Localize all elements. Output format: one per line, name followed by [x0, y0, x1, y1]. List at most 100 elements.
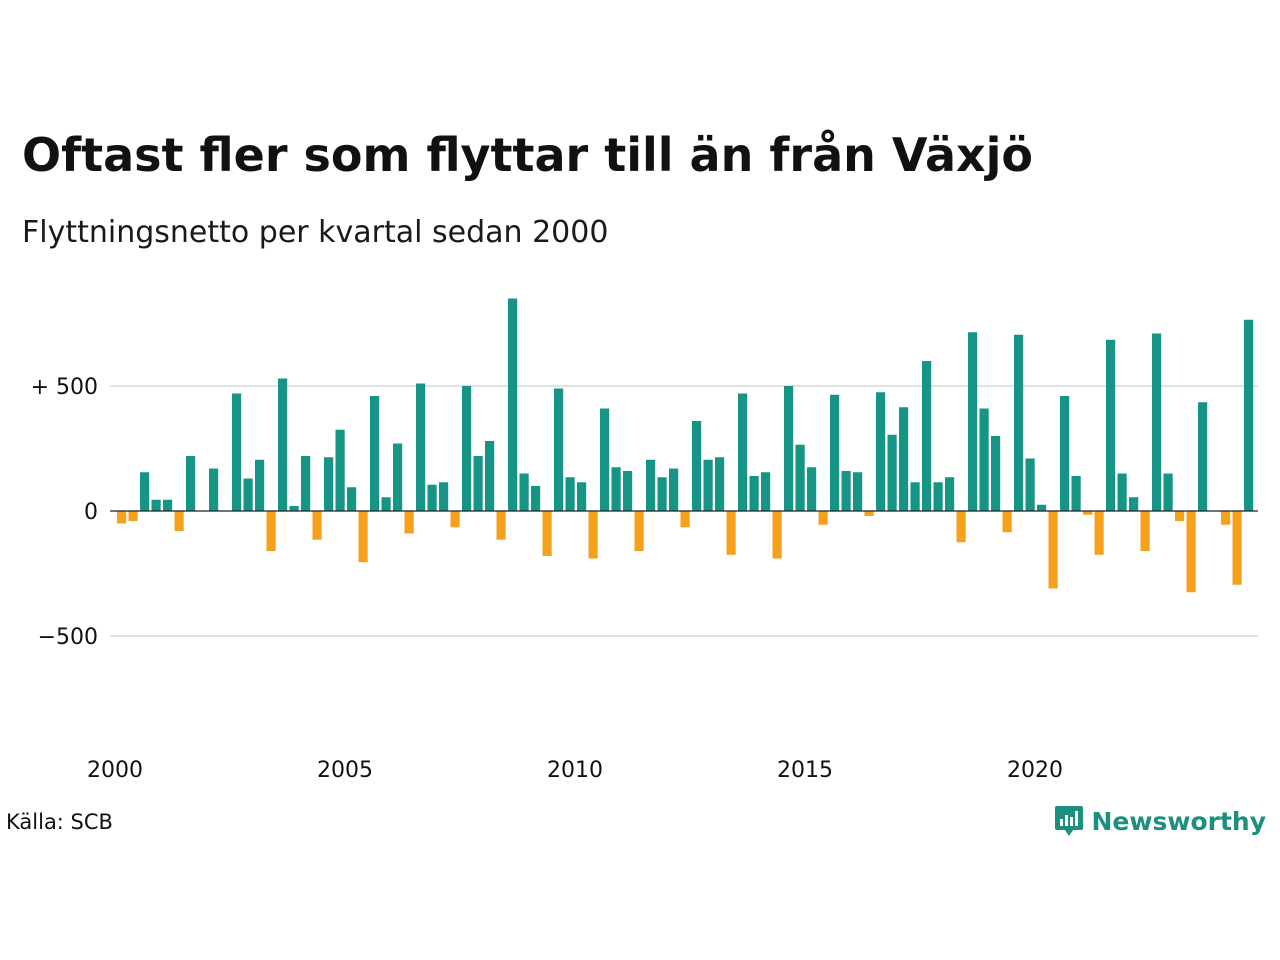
- bar-positive: [611, 467, 621, 511]
- bar-negative: [1048, 511, 1058, 589]
- bar-positive: [554, 388, 564, 511]
- bar-negative: [1140, 511, 1150, 551]
- bar-negative: [542, 511, 552, 556]
- newsworthy-logo-icon: [1054, 806, 1083, 836]
- bar-negative: [1002, 511, 1012, 533]
- x-tick-label: 2000: [87, 758, 143, 783]
- bar-positive: [1198, 402, 1208, 511]
- bar-positive: [1014, 334, 1024, 511]
- bar-positive: [577, 482, 587, 511]
- bar-positive: [439, 482, 449, 511]
- bar-positive: [830, 394, 840, 511]
- bar-positive: [393, 443, 403, 511]
- bar-positive: [427, 484, 437, 511]
- bar-positive: [1071, 476, 1081, 511]
- bar-positive: [1037, 504, 1047, 511]
- bar-positive: [381, 497, 391, 511]
- bar-negative: [634, 511, 644, 551]
- bar-positive: [646, 459, 656, 511]
- bar-positive: [784, 386, 794, 511]
- bar-positive: [416, 383, 426, 511]
- bar-positive: [703, 459, 713, 511]
- bar-positive: [887, 434, 897, 511]
- bar-positive: [669, 468, 679, 511]
- bar-positive: [899, 407, 909, 511]
- y-tick-label: −500: [38, 625, 98, 650]
- bar-positive: [1117, 473, 1127, 511]
- bar-positive: [531, 486, 541, 511]
- bar-positive: [1106, 339, 1116, 511]
- bar-negative: [266, 511, 276, 551]
- bar-negative: [680, 511, 690, 528]
- bar-negative: [117, 511, 127, 524]
- bar-positive: [738, 393, 748, 511]
- bar-negative: [450, 511, 460, 528]
- bar-positive: [301, 456, 311, 511]
- bar-positive: [324, 457, 334, 511]
- bar-positive: [462, 386, 472, 511]
- bar-negative: [1232, 511, 1242, 585]
- bar-positive: [807, 467, 817, 511]
- bar-positive: [485, 441, 495, 511]
- bar-positive: [749, 476, 759, 511]
- bar-positive: [1129, 497, 1139, 511]
- bar-negative: [358, 511, 368, 563]
- bar-positive: [841, 471, 851, 511]
- bar-positive: [289, 506, 299, 511]
- bar-positive: [1244, 319, 1254, 511]
- bar-positive: [945, 477, 955, 511]
- bar-negative: [128, 511, 138, 521]
- bar-positive: [508, 298, 518, 511]
- bar-negative: [864, 511, 874, 516]
- bar-positive: [692, 421, 702, 511]
- bar-positive: [979, 408, 989, 511]
- bar-positive: [657, 477, 667, 511]
- bar-positive: [473, 456, 483, 511]
- bar-negative: [726, 511, 736, 555]
- x-tick-label: 2010: [547, 758, 603, 783]
- bar-positive: [968, 332, 978, 511]
- bar-positive: [335, 429, 345, 511]
- bar-positive: [1152, 333, 1162, 511]
- bar-positive: [519, 473, 529, 511]
- bar-positive: [715, 457, 725, 511]
- bar-positive: [922, 361, 932, 511]
- bar-positive: [370, 396, 380, 511]
- bar-positive: [1025, 458, 1035, 511]
- y-tick-label: + 500: [31, 375, 98, 400]
- bar-positive: [209, 468, 219, 511]
- y-tick-label: 0: [84, 500, 98, 525]
- bar-negative: [1186, 511, 1196, 593]
- bar-positive: [1060, 396, 1070, 511]
- brand-name: Newsworthy: [1091, 806, 1267, 836]
- bar-positive: [600, 408, 610, 511]
- bar-positive: [243, 478, 253, 511]
- bar-negative: [772, 511, 782, 559]
- x-tick-label: 2005: [317, 758, 373, 783]
- x-tick-label: 2015: [777, 758, 833, 783]
- bar-positive: [933, 482, 943, 511]
- bar-positive: [565, 477, 575, 511]
- source-note: Källa: SCB: [6, 810, 113, 834]
- bar-positive: [255, 459, 265, 511]
- bar-positive: [623, 471, 633, 511]
- bar-negative: [588, 511, 598, 559]
- bar-negative: [1221, 511, 1231, 525]
- bar-chart: + 500 0 −500 2000 2005 2010 2015 2020: [31, 298, 1258, 783]
- bar-negative: [956, 511, 966, 543]
- bar-positive: [186, 456, 196, 511]
- bar-positive: [910, 482, 920, 511]
- bar-positive: [140, 472, 150, 511]
- bar-positive: [853, 472, 863, 511]
- bar-positive: [795, 444, 805, 511]
- chart-subtitle: Flyttningsnetto per kvartal sedan 2000: [22, 215, 609, 250]
- bar-negative: [312, 511, 322, 540]
- bar-positive: [347, 487, 357, 511]
- chart-title: Oftast fler som flyttar till än från Väx…: [22, 128, 1034, 182]
- bar-negative: [496, 511, 506, 540]
- bar-negative: [1094, 511, 1104, 555]
- bar-positive: [232, 393, 242, 511]
- bar-negative: [1175, 511, 1185, 521]
- bar-positive: [163, 499, 173, 511]
